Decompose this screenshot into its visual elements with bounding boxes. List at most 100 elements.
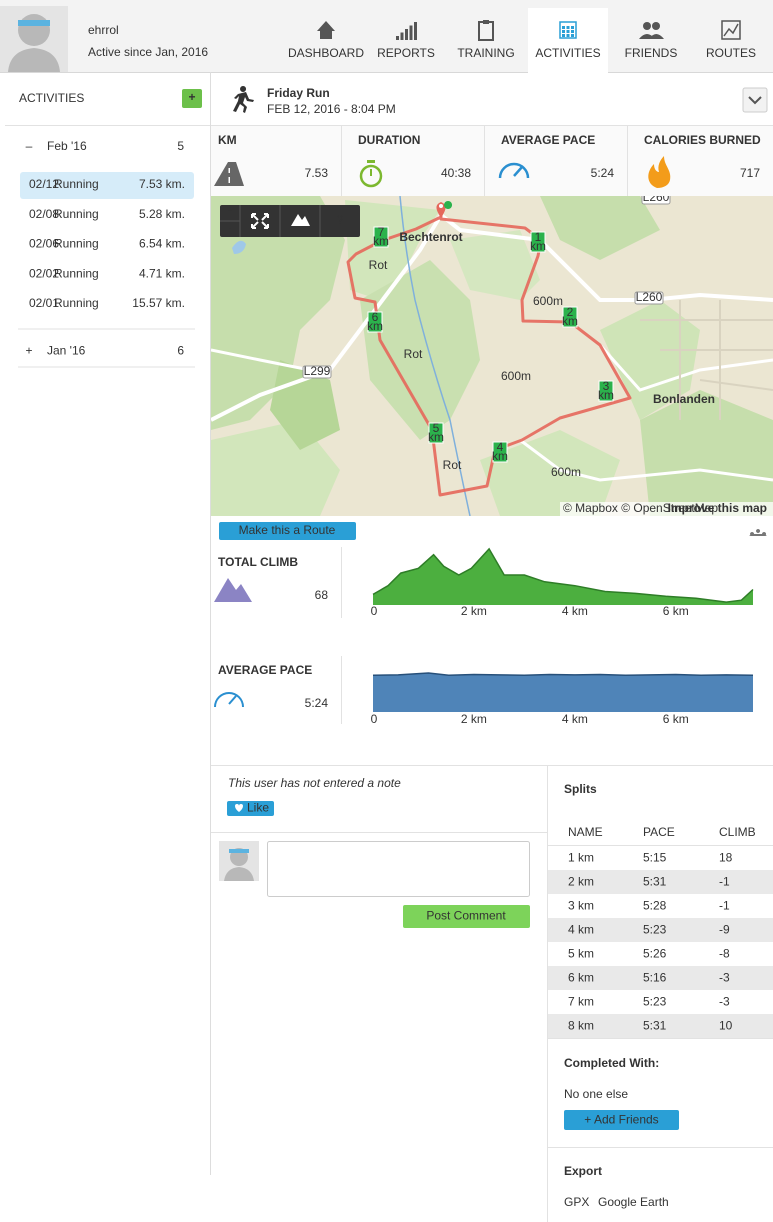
- nav-icon: [566, 30, 570, 33]
- export-title: Export: [564, 1164, 602, 1178]
- nav-icon: [566, 26, 570, 29]
- chart-line: [372, 672, 754, 677]
- nav-icon: [562, 34, 565, 37]
- activity-date[interactable]: 02/01: [29, 296, 59, 310]
- map-road: [439, 213, 773, 302]
- selected-row: [20, 172, 194, 199]
- map-lake: [232, 240, 246, 254]
- road-icon: [214, 162, 244, 186]
- comment-avatar-body: [224, 867, 254, 881]
- nav-icon: [571, 26, 574, 29]
- runner-icon: [233, 86, 254, 113]
- activity-type[interactable]: Running: [54, 237, 99, 251]
- like[interactable]: Like: [247, 801, 269, 815]
- add-activity[interactable]: +: [188, 90, 195, 104]
- nav-tab[interactable]: TRAINING: [457, 46, 514, 60]
- attribution: © Mapbox © OpenStreetMap: [563, 501, 718, 515]
- avatar-band: [18, 20, 50, 26]
- km-marker: [373, 226, 389, 248]
- splits-cell: 5:31: [643, 1019, 667, 1033]
- nav-icon: [721, 20, 741, 40]
- splits-column: NAME: [568, 825, 603, 839]
- improve-map[interactable]: Improve this map: [668, 501, 767, 515]
- splits-cell: 5 km: [568, 947, 594, 961]
- splits-cell: 5:26: [643, 947, 667, 961]
- stat-label: AVERAGE PACE: [501, 133, 595, 147]
- sidebar-title: ACTIVITIES: [19, 91, 84, 105]
- activity-date[interactable]: 02/08: [29, 207, 59, 221]
- post-button: [403, 905, 530, 928]
- km-marker-unit: km: [598, 388, 614, 402]
- road-shield: [634, 291, 664, 305]
- gauge-icon: [498, 162, 530, 179]
- activity-distance: 7.53 km.: [139, 177, 185, 191]
- climb-value: 68: [315, 588, 329, 602]
- nav-icon: [643, 22, 651, 30]
- month-label[interactable]: Feb '16: [47, 139, 87, 153]
- map-woods: [345, 200, 440, 300]
- zoom-out[interactable]: -: [228, 221, 232, 235]
- completed-text: No one else: [564, 1087, 628, 1101]
- activity-date[interactable]: 02/12: [29, 177, 59, 191]
- activity-distance: 15.57 km.: [132, 296, 185, 310]
- activity-type[interactable]: Running: [54, 296, 99, 310]
- splits-cell: 5:16: [643, 971, 667, 985]
- zoom-in[interactable]: +: [226, 204, 233, 218]
- nav-icon: [571, 30, 574, 33]
- month-label[interactable]: Jan '16: [47, 344, 86, 358]
- nav-tab[interactable]: ACTIVITIES: [535, 46, 600, 60]
- activity-type[interactable]: Running: [54, 207, 99, 221]
- export-link[interactable]: GPX: [564, 1195, 589, 1209]
- nav-icon: [317, 21, 335, 39]
- activity-type[interactable]: Running: [54, 177, 99, 191]
- user-name: ehrrol: [88, 23, 119, 37]
- group-icon: [749, 529, 767, 536]
- completed-title: Completed With:: [564, 1056, 659, 1070]
- route-button: [219, 522, 356, 540]
- stat-value: 717: [740, 166, 760, 180]
- activity-distance: 5.28 km.: [139, 207, 185, 221]
- nav-tab[interactable]: DASHBOARD: [288, 46, 364, 60]
- km-marker-unit: km: [367, 319, 383, 333]
- nav-icon: [405, 29, 408, 40]
- splits-title: Splits: [564, 782, 597, 796]
- activity-date[interactable]: 02/06: [29, 237, 59, 251]
- activity-date[interactable]: 02/02: [29, 266, 59, 280]
- map-place: Bechtenrot: [399, 230, 462, 244]
- gauge-needle: [513, 166, 523, 177]
- note-text: This user has not entered a note: [228, 776, 401, 790]
- map-place: L260: [636, 290, 663, 304]
- km-marker: [530, 231, 546, 253]
- stat-value: 7.53: [305, 166, 329, 180]
- climb-label: TOTAL CLIMB: [218, 555, 298, 569]
- x-tick-label: 6 km: [663, 604, 689, 618]
- comment-input[interactable]: [267, 841, 530, 897]
- map-woods: [211, 196, 345, 430]
- month-toggle[interactable]: –: [26, 139, 33, 153]
- map-place: Rot: [404, 347, 423, 361]
- activity-datetime: FEB 12, 2016 - 8:04 PM: [267, 102, 396, 116]
- export-link[interactable]: Google Earth: [598, 1195, 669, 1209]
- map-road: [598, 344, 773, 392]
- map-road: [211, 348, 321, 374]
- activity-type[interactable]: Running: [54, 266, 99, 280]
- map-help[interactable]: ?: [337, 213, 344, 227]
- member-since: Active since Jan, 2016: [88, 45, 208, 59]
- splits-row-bg: [548, 1014, 773, 1038]
- map-woods: [270, 360, 340, 450]
- nav-tab[interactable]: FRIENDS: [625, 46, 678, 60]
- nav-tab[interactable]: REPORTS: [377, 46, 435, 60]
- road-shield: [641, 196, 671, 205]
- x-tick-label: 4 km: [562, 712, 588, 726]
- flame-icon: [648, 156, 671, 188]
- nav-icon: [652, 22, 660, 30]
- stat-label: DURATION: [358, 133, 420, 147]
- km-marker-number: 6: [372, 310, 379, 324]
- add-friends[interactable]: + Add Friends: [584, 1113, 658, 1127]
- make-route[interactable]: Make this a Route: [239, 523, 336, 537]
- month-toggle[interactable]: +: [25, 344, 32, 358]
- post-comment[interactable]: Post Comment: [426, 909, 506, 923]
- map-woods: [480, 430, 620, 516]
- nav-tab[interactable]: ROUTES: [706, 46, 756, 60]
